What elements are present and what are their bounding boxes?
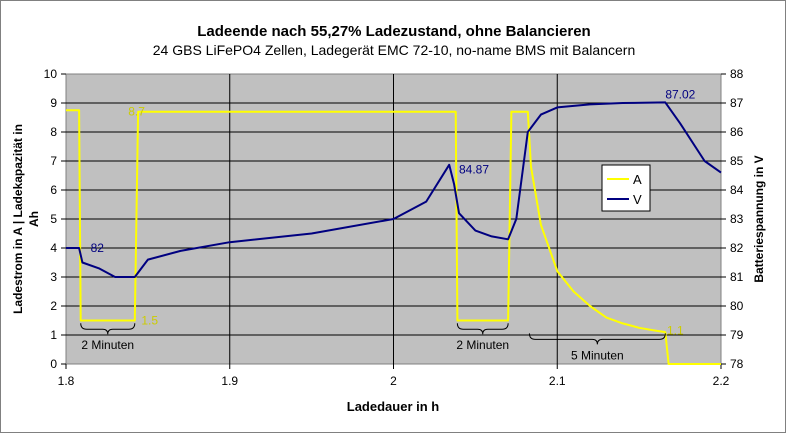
y-right-tick-label: 84: [730, 183, 744, 197]
chart-title: Ladeende nach 55,27% Ladezustand, ohne B…: [197, 23, 590, 40]
value-label: 87.02: [665, 87, 695, 101]
duration-bracket: [80, 323, 136, 335]
y-right-tick-label: 88: [730, 67, 744, 81]
x-tick-label: 1.9: [221, 374, 238, 388]
chart-subtitle: 24 GBS LiFePO4 Zellen, Ladegerät EMC 72-…: [153, 42, 635, 58]
legend-label-a: A: [633, 172, 642, 187]
legend-label-v: V: [633, 192, 642, 207]
y-right-tick-label: 82: [730, 241, 744, 255]
y-left-tick-label: 2: [50, 299, 57, 313]
x-tick-label: 1.8: [58, 374, 75, 388]
x-tick-label: 2.2: [713, 374, 730, 388]
duration-label: 2 Minuten: [81, 338, 134, 352]
y-axis-left-label-line2: Ah: [27, 211, 41, 227]
y-left-tick-label: 8: [50, 125, 57, 139]
y-left-tick-label: 9: [50, 96, 57, 110]
series-line-a: [66, 109, 721, 365]
duration-bracket: [528, 333, 666, 345]
value-label: 84.87: [459, 163, 489, 177]
y-right-tick-label: 87: [730, 96, 744, 110]
value-label: 82: [91, 241, 105, 255]
legend-box: [601, 164, 651, 212]
y-right-tick-label: 79: [730, 328, 744, 342]
y-left-tick-label: 7: [50, 154, 57, 168]
x-axis-label: Ladedauer in h: [347, 399, 440, 414]
value-label: 1.5: [141, 314, 158, 328]
y-right-tick-label: 81: [730, 270, 744, 284]
duration-bracket: [456, 323, 509, 335]
y-right-tick-label: 78: [730, 357, 744, 371]
y-left-tick-label: 4: [50, 241, 57, 255]
y-axis-right-label: Batteriespannung in V: [752, 155, 766, 282]
y-left-tick-label: 10: [44, 67, 58, 81]
duration-label: 2 Minuten: [456, 338, 509, 352]
duration-label: 5 Minuten: [571, 348, 624, 362]
x-axis: 1.8 1.9 2 2.1 2.2: [58, 364, 730, 388]
y-right-tick-label: 83: [730, 212, 744, 226]
y-left-tick-label: 3: [50, 270, 57, 284]
value-labels: 8.7 1.5 82 84.87 87.02 1.1: [91, 87, 696, 337]
y-right-tick-label: 86: [730, 125, 744, 139]
legend: A V: [601, 164, 651, 212]
y-axis-left: 0 1 2 3 4 5 6 7 8 9 10: [44, 67, 66, 371]
value-label: 1.1: [667, 324, 684, 338]
y-left-tick-label: 0: [50, 357, 57, 371]
y-axis-right: 78 79 80 81 82 83 84 85 86 87 88: [721, 67, 744, 371]
y-axis-left-label: Ladestrom in A | Ladekapazität in: [11, 124, 25, 314]
duration-brackets: 2 Minuten 2 Minuten 5 Minuten: [80, 323, 666, 362]
x-tick-label: 2.1: [549, 374, 566, 388]
y-right-tick-label: 85: [730, 154, 744, 168]
series-lines: [66, 101, 722, 365]
y-right-tick-label: 80: [730, 299, 744, 313]
y-left-tick-label: 5: [50, 212, 57, 226]
x-tick-label: 2: [390, 374, 397, 388]
series-line-v: [66, 101, 722, 278]
value-label: 8.7: [128, 105, 145, 119]
y-left-tick-label: 6: [50, 183, 57, 197]
y-left-tick-label: 1: [50, 328, 57, 342]
